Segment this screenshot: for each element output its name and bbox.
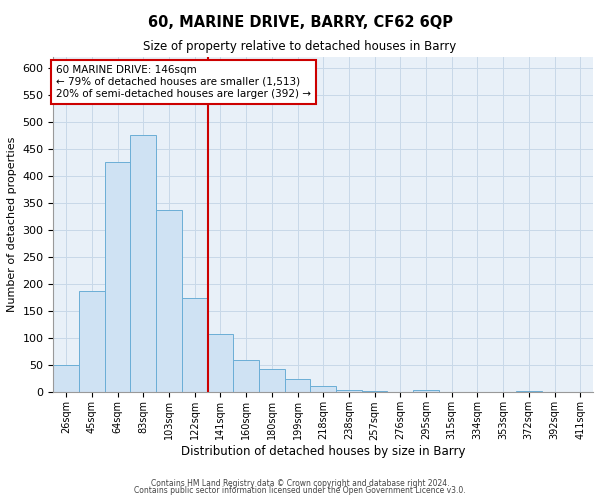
Text: 60, MARINE DRIVE, BARRY, CF62 6QP: 60, MARINE DRIVE, BARRY, CF62 6QP [148,15,452,30]
Bar [182,298,208,392]
Text: Contains public sector information licensed under the Open Government Licence v3: Contains public sector information licen… [134,486,466,495]
Bar [310,386,336,392]
Bar [105,162,130,392]
Y-axis label: Number of detached properties: Number of detached properties [7,137,17,312]
Bar [79,290,105,392]
Bar [413,390,439,392]
Bar [208,334,233,392]
Bar [233,360,259,392]
Bar [53,366,79,392]
Bar [156,210,182,392]
X-axis label: Distribution of detached houses by size in Barry: Distribution of detached houses by size … [181,445,466,458]
Text: Contains HM Land Registry data © Crown copyright and database right 2024.: Contains HM Land Registry data © Crown c… [151,478,449,488]
Bar [130,136,156,392]
Bar [336,390,362,392]
Text: 60 MARINE DRIVE: 146sqm
← 79% of detached houses are smaller (1,513)
20% of semi: 60 MARINE DRIVE: 146sqm ← 79% of detache… [56,66,311,98]
Text: Size of property relative to detached houses in Barry: Size of property relative to detached ho… [143,40,457,53]
Bar [284,379,310,392]
Bar [516,390,542,392]
Bar [259,368,284,392]
